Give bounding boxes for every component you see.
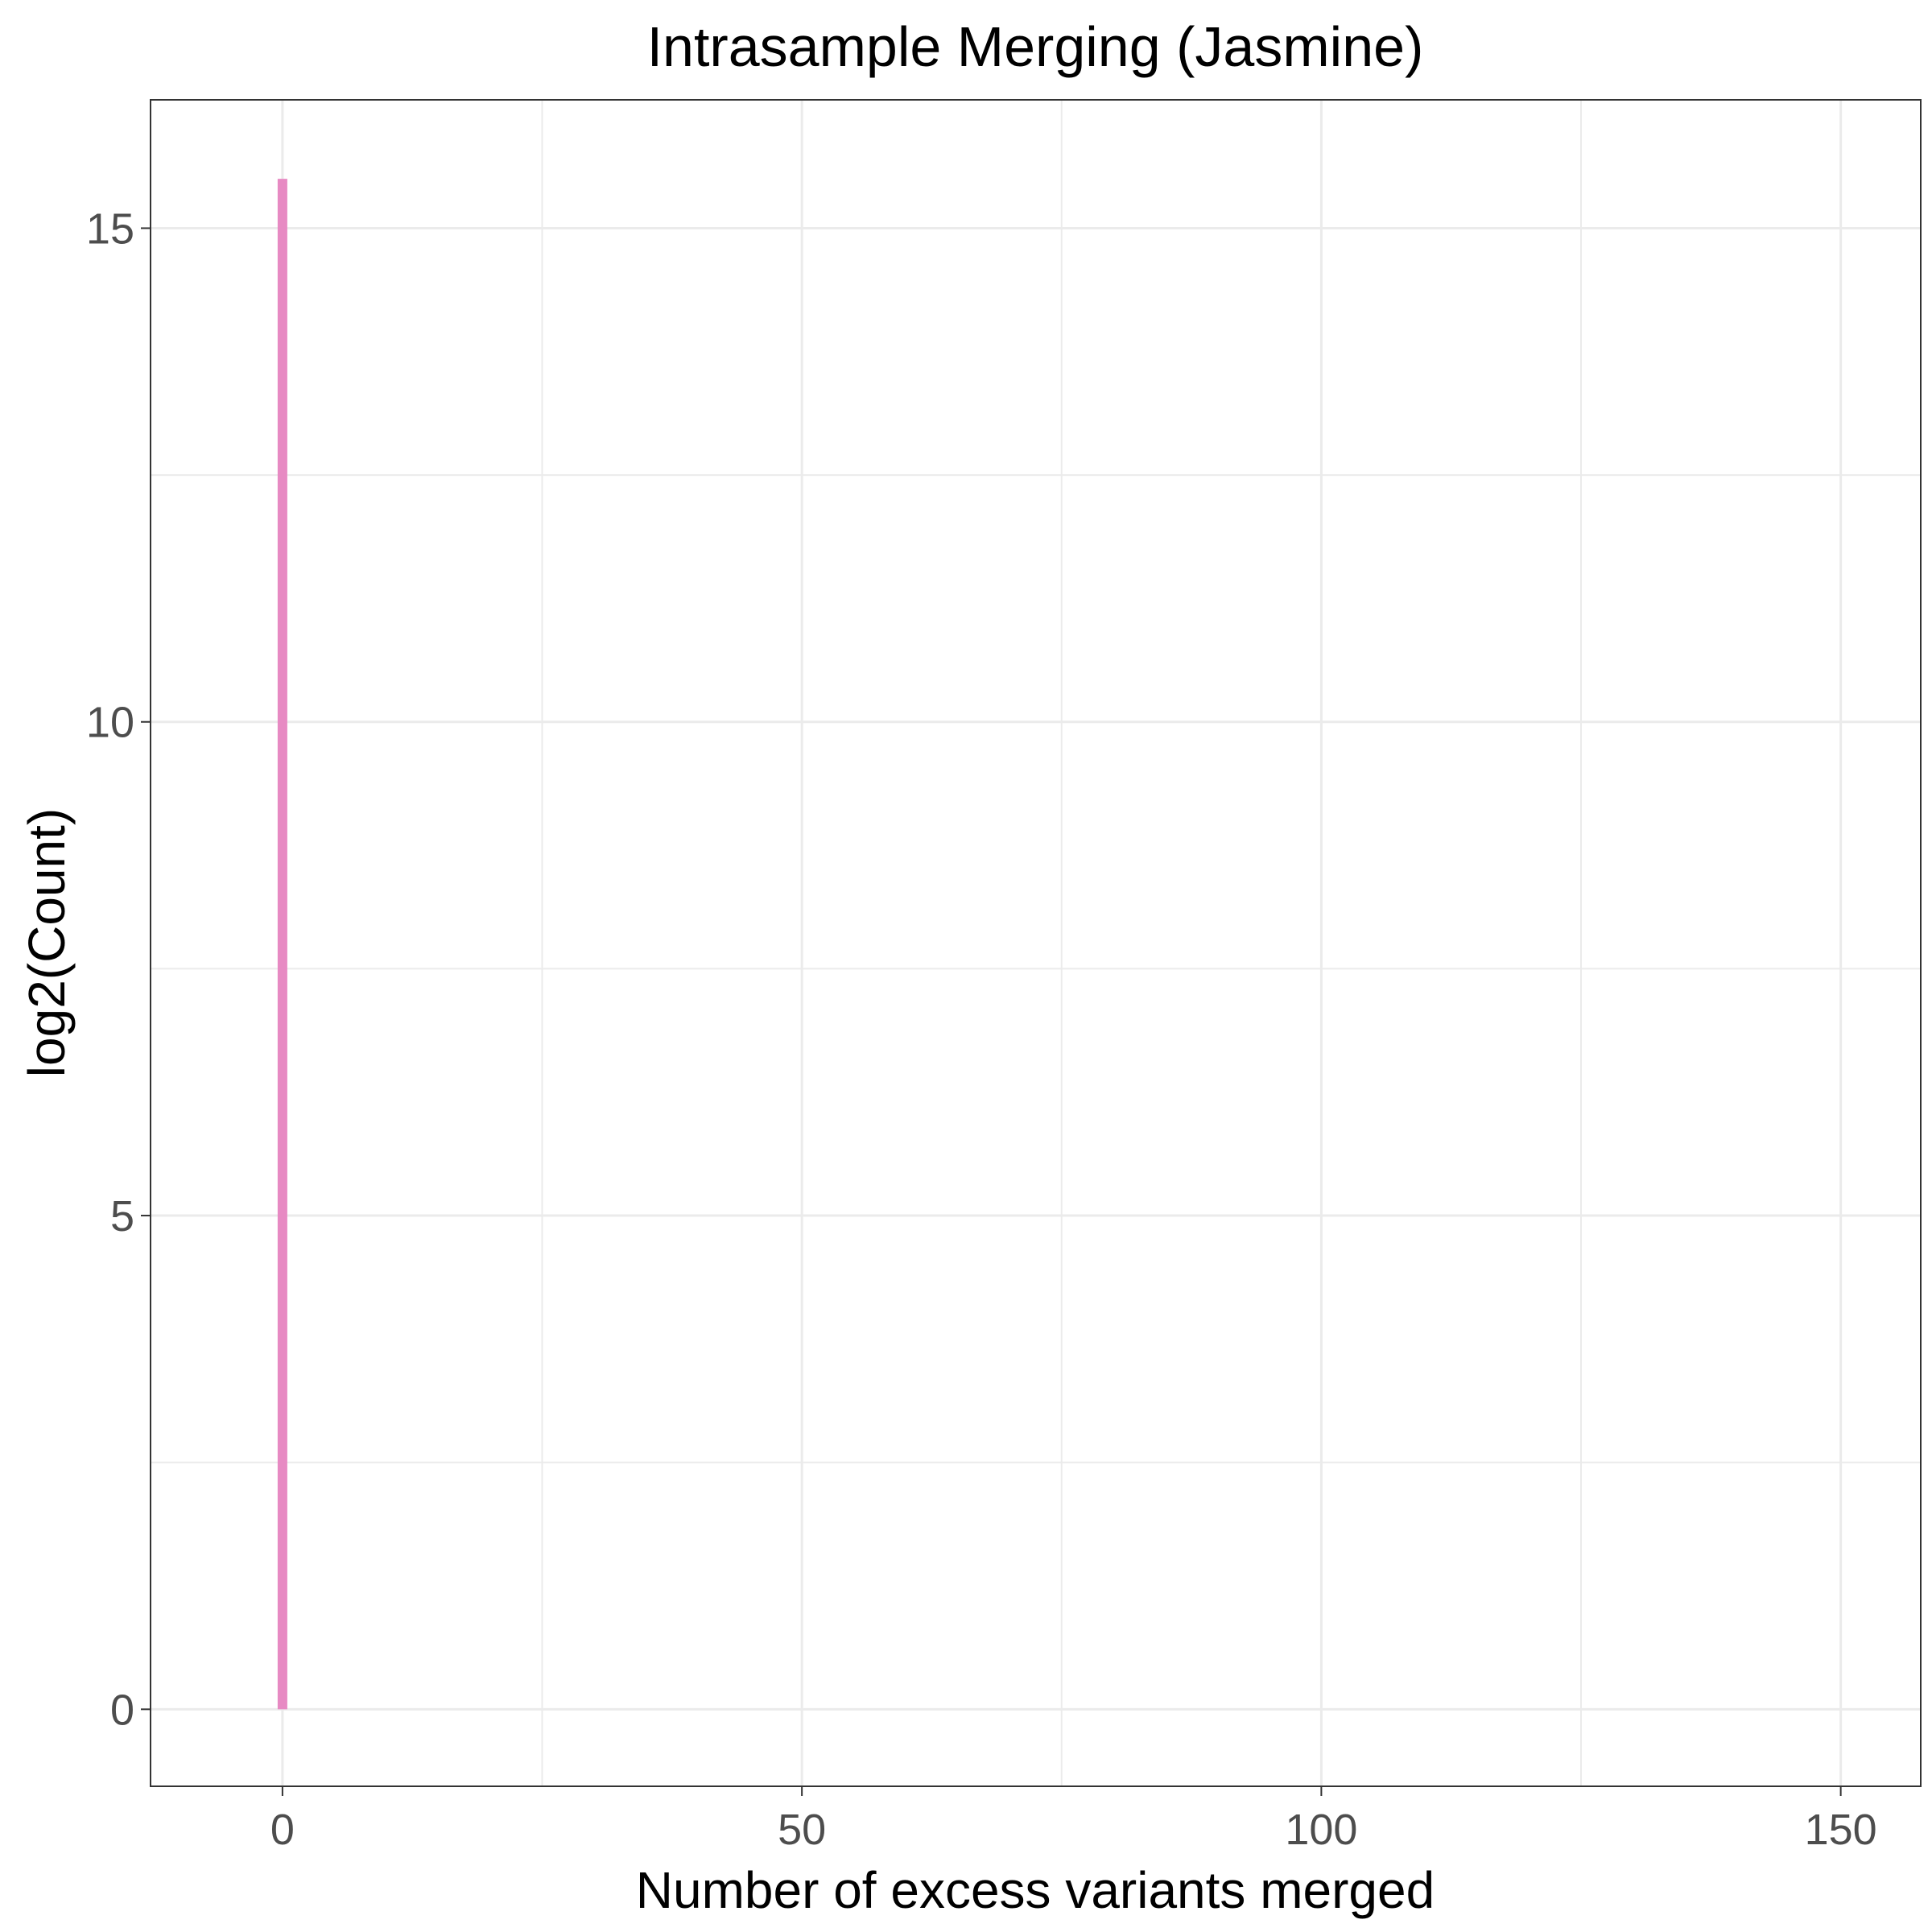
major-gridlines [151, 100, 1921, 1786]
x-tick-label: 150 [1805, 1806, 1877, 1854]
y-axis-ticks: 0 5 10 15 [86, 204, 151, 1734]
x-tick-label: 50 [778, 1806, 826, 1854]
x-tick-label: 100 [1285, 1806, 1357, 1854]
minor-gridlines [151, 100, 1921, 1786]
histogram-bar [277, 179, 287, 1710]
x-axis-title: Number of excess variants merged [636, 1861, 1435, 1919]
plot-background [151, 100, 1921, 1786]
y-tick-label: 5 [110, 1192, 134, 1241]
bars [277, 179, 287, 1710]
y-tick-label: 10 [86, 699, 134, 747]
plot-border [150, 99, 1922, 1787]
chart-title: Intrasample Merging (Jasmine) [647, 15, 1424, 78]
y-tick-label: 15 [86, 204, 134, 253]
x-tick-label: 0 [270, 1806, 295, 1854]
y-tick-label: 0 [110, 1686, 134, 1734]
x-axis-ticks: 0 50 100 150 [270, 1786, 1877, 1854]
y-axis-title: log2(Count) [18, 808, 76, 1077]
